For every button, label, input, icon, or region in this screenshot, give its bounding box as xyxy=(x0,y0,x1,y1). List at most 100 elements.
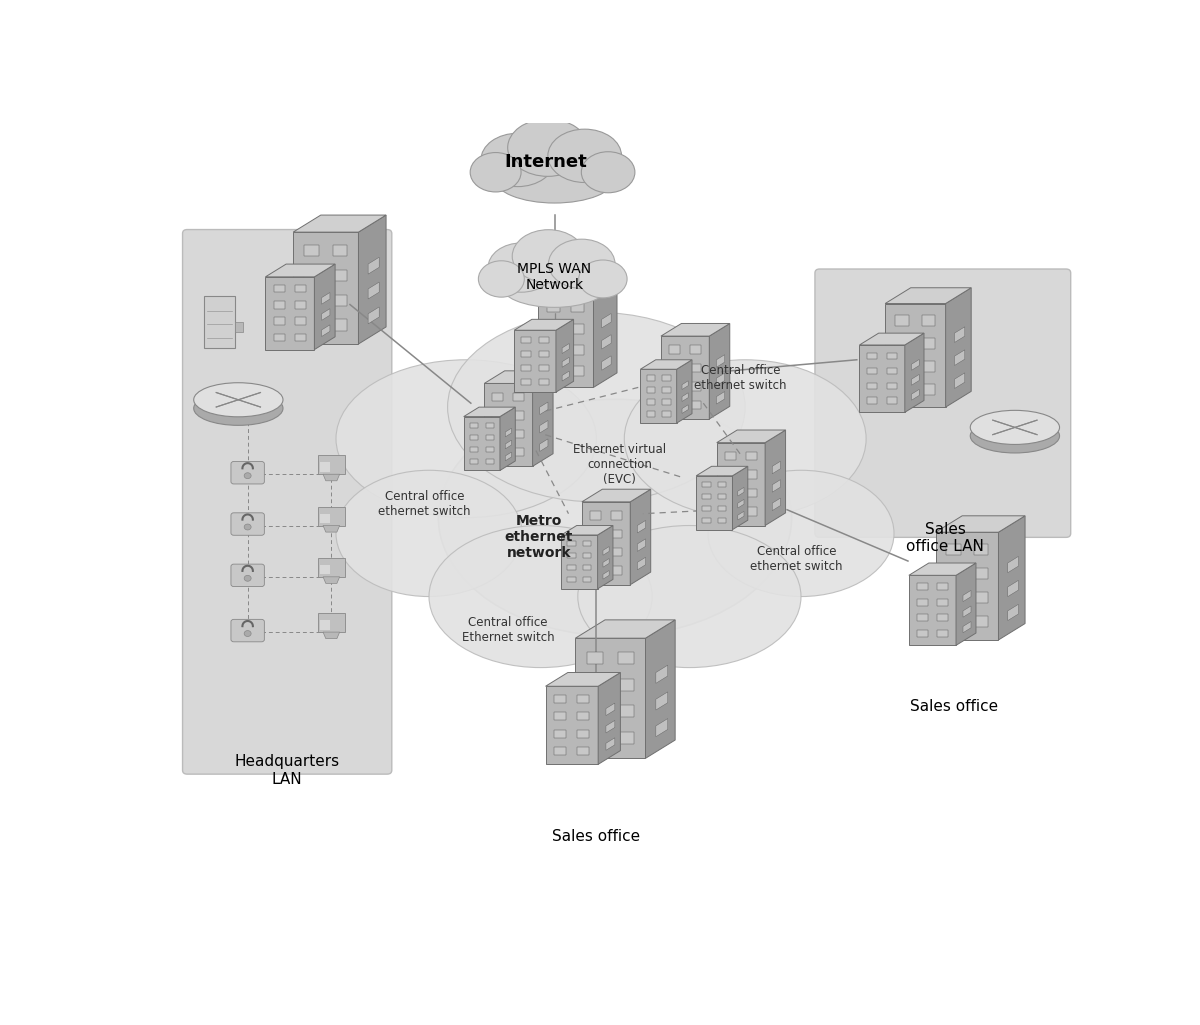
Bar xyxy=(895,338,910,348)
Polygon shape xyxy=(515,330,556,393)
Polygon shape xyxy=(859,345,905,412)
Bar xyxy=(887,382,898,390)
Bar xyxy=(571,366,584,376)
Bar xyxy=(320,514,330,523)
Bar xyxy=(486,447,494,452)
Bar xyxy=(725,470,736,479)
Polygon shape xyxy=(936,516,1025,532)
Bar xyxy=(947,544,960,556)
Ellipse shape xyxy=(438,399,792,636)
Polygon shape xyxy=(641,369,677,423)
Text: Central office
ethernet switch: Central office ethernet switch xyxy=(378,490,470,518)
Polygon shape xyxy=(594,278,617,387)
Polygon shape xyxy=(773,498,780,510)
Polygon shape xyxy=(323,577,340,583)
Bar xyxy=(332,270,348,281)
Polygon shape xyxy=(998,516,1025,640)
Bar xyxy=(274,318,284,325)
Bar xyxy=(554,712,566,721)
Bar xyxy=(618,705,634,718)
Bar xyxy=(590,567,601,575)
Bar xyxy=(973,544,988,556)
Text: Sales office: Sales office xyxy=(552,829,641,845)
Polygon shape xyxy=(656,692,667,710)
Bar xyxy=(568,541,576,546)
Polygon shape xyxy=(575,620,676,639)
Bar xyxy=(922,338,936,348)
Ellipse shape xyxy=(548,129,622,182)
Bar xyxy=(514,393,524,401)
Bar xyxy=(577,712,589,721)
Bar xyxy=(587,705,604,718)
Circle shape xyxy=(244,524,251,530)
Polygon shape xyxy=(682,381,688,390)
Bar xyxy=(540,378,548,384)
Text: Central office
ethernet switch: Central office ethernet switch xyxy=(750,545,842,573)
Bar xyxy=(521,365,530,371)
Polygon shape xyxy=(859,333,924,345)
Bar xyxy=(318,455,346,475)
Bar xyxy=(647,411,655,416)
Bar xyxy=(702,506,710,511)
Bar xyxy=(320,462,330,472)
Bar xyxy=(947,616,960,627)
Polygon shape xyxy=(546,672,620,687)
Polygon shape xyxy=(598,526,613,588)
Bar xyxy=(618,652,634,664)
Bar xyxy=(725,489,736,497)
Bar xyxy=(583,565,592,571)
Bar xyxy=(702,518,710,523)
Polygon shape xyxy=(709,324,730,419)
Polygon shape xyxy=(738,511,744,520)
Polygon shape xyxy=(505,452,511,461)
Bar xyxy=(587,679,604,691)
Bar xyxy=(318,558,346,577)
Polygon shape xyxy=(646,620,676,758)
Bar xyxy=(618,679,634,691)
Polygon shape xyxy=(538,278,617,292)
Bar xyxy=(887,398,898,404)
Ellipse shape xyxy=(578,526,802,667)
Bar xyxy=(690,345,701,354)
Bar xyxy=(486,458,494,464)
Polygon shape xyxy=(540,439,548,451)
Polygon shape xyxy=(964,606,971,617)
Bar xyxy=(973,569,988,579)
Polygon shape xyxy=(1008,605,1019,620)
Bar xyxy=(868,398,877,404)
Bar xyxy=(611,548,622,557)
Bar xyxy=(746,507,757,516)
Ellipse shape xyxy=(971,410,1060,445)
Polygon shape xyxy=(601,356,611,370)
Bar xyxy=(690,364,701,372)
Bar xyxy=(470,422,478,428)
Polygon shape xyxy=(886,303,946,407)
Bar xyxy=(647,375,655,380)
Polygon shape xyxy=(682,393,688,402)
Polygon shape xyxy=(368,282,379,299)
Polygon shape xyxy=(905,333,924,412)
Polygon shape xyxy=(606,703,614,715)
Ellipse shape xyxy=(481,133,554,187)
Bar xyxy=(577,730,589,738)
Polygon shape xyxy=(556,320,574,393)
Bar xyxy=(304,294,319,305)
Ellipse shape xyxy=(193,382,283,417)
Bar xyxy=(590,530,601,538)
Bar xyxy=(304,320,319,331)
Bar xyxy=(917,614,928,621)
Bar xyxy=(470,447,478,452)
Bar xyxy=(583,577,592,582)
Bar xyxy=(718,494,726,499)
Polygon shape xyxy=(322,325,330,336)
Bar xyxy=(571,345,584,355)
Text: Metro
ethernet
network: Metro ethernet network xyxy=(504,514,572,560)
Bar xyxy=(583,541,592,546)
Bar xyxy=(725,452,736,460)
Bar xyxy=(647,387,655,393)
Polygon shape xyxy=(323,475,340,481)
Polygon shape xyxy=(956,563,976,646)
Bar xyxy=(514,411,524,419)
Bar xyxy=(662,387,671,393)
Bar xyxy=(521,378,530,384)
